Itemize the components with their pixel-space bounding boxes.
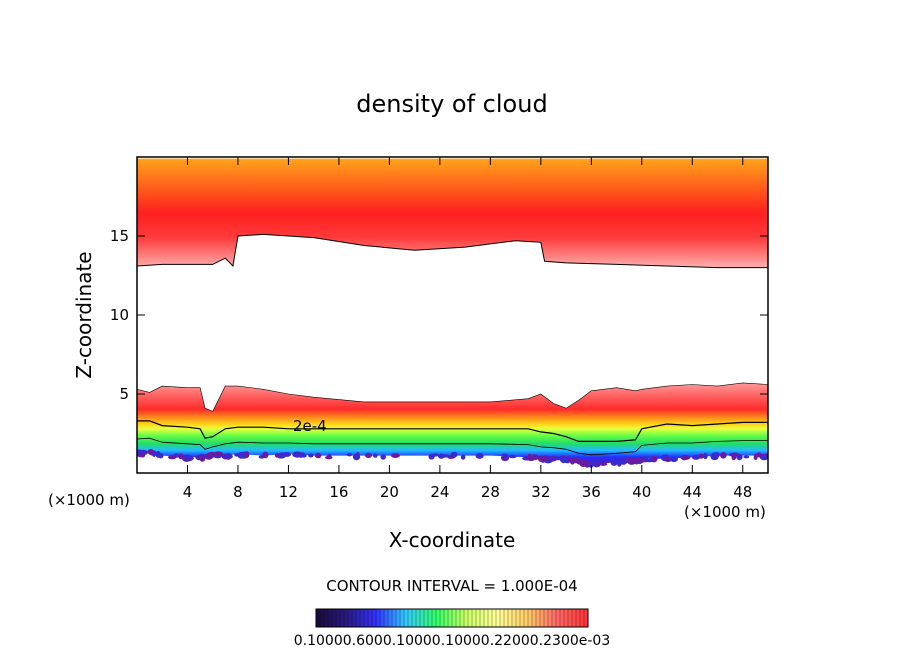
speckle — [501, 453, 509, 458]
speckle — [644, 458, 654, 463]
chart-title: density of cloud — [356, 90, 547, 118]
colorbar-frame — [315, 608, 589, 628]
speckle — [346, 453, 353, 457]
contour-interval-text: CONTOUR INTERVAL = 1.000E-04 — [326, 577, 577, 595]
x-tick-label: 4 — [183, 483, 193, 501]
upper-cloud-layer — [137, 158, 768, 268]
contour-line-2e-4 — [137, 420, 768, 442]
x-tick-label: 40 — [632, 483, 651, 501]
contour-line-inner — [137, 437, 768, 456]
y-axis-label: Z-coordinate — [72, 251, 96, 378]
speckle — [508, 454, 517, 459]
x-tick-label: 36 — [582, 483, 601, 501]
speckle — [542, 455, 549, 462]
lower-edge-speckles — [137, 449, 768, 468]
speckle — [244, 451, 250, 458]
speckle — [292, 451, 300, 457]
speckle — [438, 453, 445, 459]
speckle — [753, 453, 764, 458]
speckle — [736, 454, 743, 461]
x-axis-label: X-coordinate — [389, 528, 516, 552]
speckle — [373, 453, 378, 458]
colorbar — [315, 608, 589, 628]
speckle — [183, 454, 193, 461]
y-axis-ticks: 5 10 15 — [110, 227, 768, 403]
speckle — [596, 463, 601, 467]
y-tick-label: 10 — [110, 306, 129, 324]
speckle — [530, 454, 539, 460]
speckle — [670, 458, 678, 463]
speckle — [281, 452, 292, 457]
speckle — [553, 456, 559, 461]
speckle — [584, 463, 590, 468]
speckle — [178, 453, 184, 460]
speckle — [538, 455, 544, 462]
colorbar-bands — [319, 609, 585, 627]
x-tick-label: 24 — [430, 483, 449, 501]
y-tick-label: 15 — [110, 227, 129, 245]
speckle — [365, 452, 372, 458]
speckle — [237, 452, 246, 459]
speckle — [460, 454, 466, 460]
speckle — [610, 459, 618, 466]
x-tick-label: 44 — [683, 483, 702, 501]
x-tick-label: 48 — [733, 483, 752, 501]
speckle — [298, 452, 303, 458]
x-tick-label: 12 — [279, 483, 298, 501]
x-axis-ticks: 4 8 12 16 20 24 28 32 36 40 44 48 — [183, 157, 752, 501]
x-tick-label: 28 — [481, 483, 500, 501]
speckle — [308, 453, 314, 458]
colorbar-labels: 0.10000.6000.10000.10000.22000.2300e-03 — [294, 633, 611, 649]
speckle — [625, 457, 636, 464]
speckle — [156, 453, 162, 458]
speckle — [640, 456, 650, 460]
speckle — [703, 452, 708, 460]
x-unit-label-left: (×1000 m) — [48, 491, 130, 509]
speckle — [664, 458, 672, 462]
speckle — [262, 451, 269, 459]
plot-area — [137, 158, 768, 468]
x-tick-label: 20 — [380, 483, 399, 501]
speckle — [380, 454, 387, 460]
speckle — [314, 452, 322, 459]
x-tick-label: 8 — [233, 483, 243, 501]
x-unit-label-right: (×1000 m) — [684, 503, 766, 521]
speckle — [617, 460, 622, 467]
contour-label: 2e-4 — [293, 417, 327, 435]
speckle — [633, 458, 640, 465]
x-tick-label: 32 — [531, 483, 550, 501]
speckle — [352, 453, 361, 461]
speckle — [216, 452, 223, 456]
speckle — [224, 453, 230, 459]
speckle — [475, 452, 484, 459]
x-tick-label: 16 — [329, 483, 348, 501]
speckle — [527, 453, 532, 460]
speckle — [390, 453, 400, 458]
speckle — [720, 452, 727, 459]
speckle — [274, 453, 280, 458]
speckle — [450, 451, 458, 458]
lower-cloud-edge-contour — [137, 382, 768, 412]
speckle — [147, 449, 154, 455]
speckle — [168, 455, 177, 460]
speckle — [713, 452, 720, 458]
speckle — [325, 455, 333, 460]
speckle — [680, 455, 691, 460]
speckle — [599, 462, 608, 466]
upper-cloud-edge-contour — [137, 233, 768, 269]
speckle — [743, 455, 750, 459]
y-tick-label: 5 — [119, 385, 129, 403]
lower-cloud-layer — [137, 382, 768, 466]
speckle — [692, 454, 700, 460]
speckle — [428, 453, 435, 460]
speckle — [140, 452, 146, 458]
speckle — [575, 458, 585, 465]
